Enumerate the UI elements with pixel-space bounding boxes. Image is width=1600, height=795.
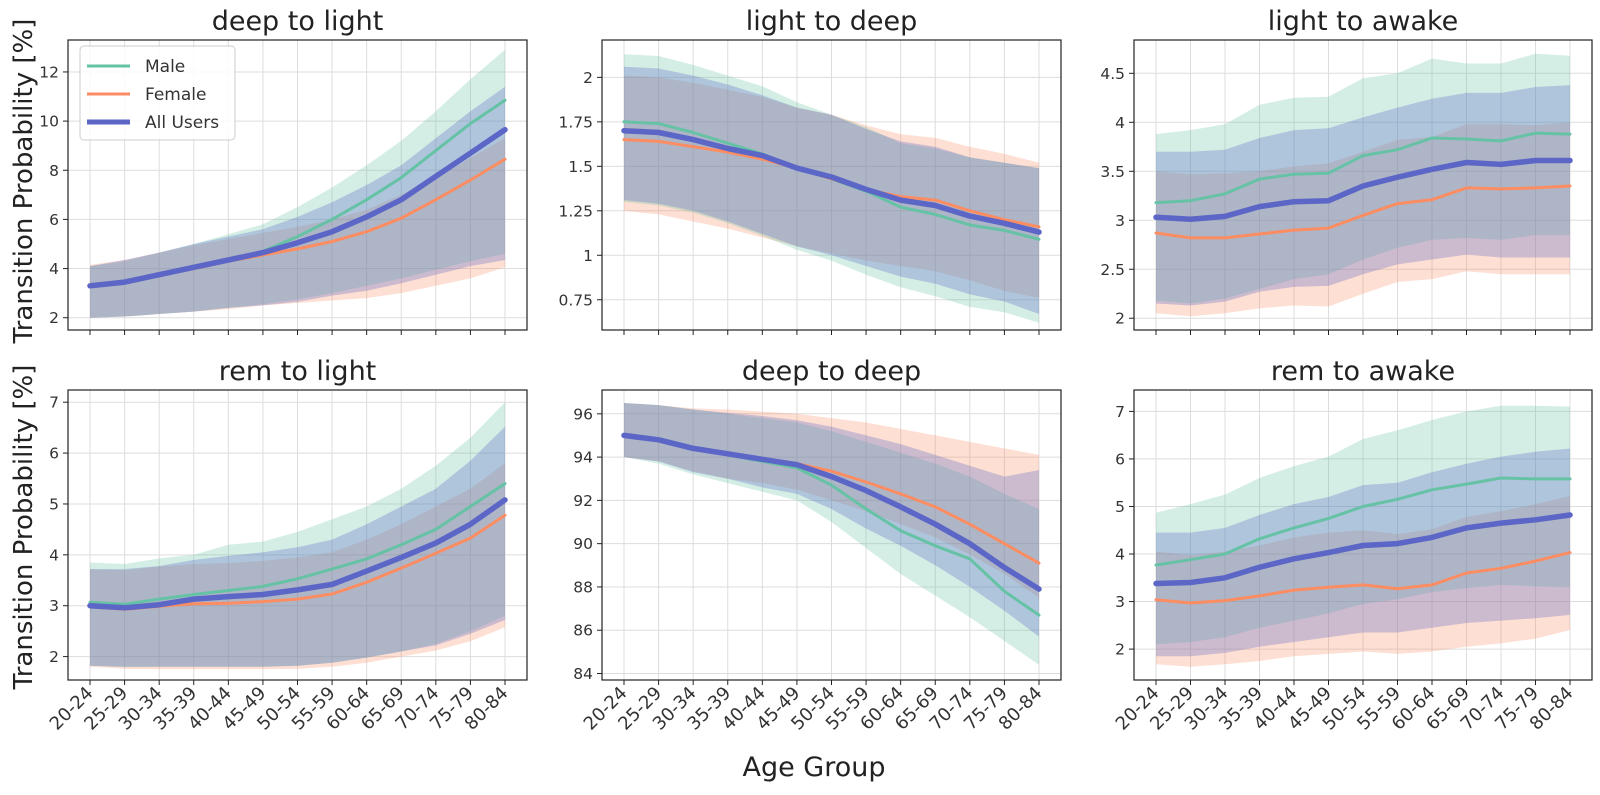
- band-female: [90, 138, 505, 318]
- series-line-all: [87, 497, 508, 611]
- y-tick-label: 4: [1115, 114, 1125, 132]
- y-axis-label-bottom: Transition Probability [%]: [9, 365, 39, 691]
- y-tick-label: 3.5: [1100, 163, 1125, 181]
- x-axis-label: Age Group: [742, 752, 885, 783]
- y-tick-label: 86: [573, 622, 593, 640]
- band-all: [624, 66, 1039, 314]
- y-tick-label: 1.75: [558, 113, 593, 131]
- y-tick-label: 7: [1115, 403, 1125, 421]
- y-tick-label: 92: [573, 492, 593, 510]
- band-male: [90, 49, 505, 318]
- y-tick-label: 6: [1115, 450, 1125, 468]
- panel-title: rem to awake: [1271, 356, 1455, 387]
- y-tick-label: 4: [49, 260, 59, 278]
- band-all: [1156, 448, 1570, 657]
- y-tick-label: 12: [39, 63, 59, 81]
- y-tick-label: 4: [1115, 546, 1125, 564]
- band-all: [90, 86, 505, 318]
- panel-title: light to awake: [1268, 6, 1459, 37]
- series-line-all: [1153, 512, 1573, 587]
- panel-deep-to-deep: 8486889092949620-2425-2930-3435-3940-444…: [573, 356, 1062, 735]
- y-tick-label: 6: [49, 445, 59, 463]
- band-female: [624, 75, 1039, 298]
- series-line-male: [88, 482, 507, 606]
- legend-box: [79, 45, 236, 141]
- y-tick-label: 2: [1115, 641, 1125, 659]
- y-tick-label: 96: [573, 405, 593, 423]
- y-tick-label: 3: [1115, 593, 1125, 611]
- series-line-all: [621, 127, 1042, 235]
- legend: Male Female All Users: [79, 45, 236, 141]
- panel-title: rem to light: [219, 356, 377, 387]
- series-line-all: [87, 126, 508, 289]
- band-male: [1156, 53, 1570, 304]
- series-line-male: [1154, 131, 1572, 205]
- y-tick-label: 0.75: [558, 291, 593, 309]
- panel-deep-to-light: 2 4 6 8 10 12 deep to light: [39, 6, 528, 335]
- y-tick-label: 3: [1115, 212, 1125, 230]
- y-tick-label: 6: [49, 211, 59, 229]
- y-tick-label: 4: [49, 546, 59, 564]
- grid: [602, 40, 1061, 330]
- panel-title: deep to deep: [742, 356, 921, 387]
- band-male: [624, 54, 1039, 323]
- y-tick-label: 84: [573, 665, 593, 683]
- legend-label-all-users: All Users: [145, 113, 219, 133]
- y-tick-label: 3: [49, 597, 59, 615]
- band-all: [90, 426, 505, 667]
- y-tick-label: 2.5: [1100, 261, 1125, 279]
- grid: [602, 390, 1061, 680]
- band-male: [1156, 405, 1570, 645]
- y-tick-label: 10: [39, 113, 59, 131]
- band-male: [624, 403, 1039, 665]
- panel-light-to-deep: 0.75 1 1.25 1.5 1.75 2 light to deep: [558, 6, 1062, 335]
- band-female: [90, 463, 505, 670]
- band-female: [1156, 122, 1570, 317]
- series-line-all: [1153, 157, 1573, 223]
- band-all: [624, 403, 1039, 637]
- series-line-female: [1154, 184, 1572, 240]
- y-tick-label: 88: [573, 578, 593, 596]
- y-tick-label: 7: [49, 394, 59, 412]
- y-tick-label: 1.5: [568, 158, 593, 176]
- y-tick-label: 5: [1115, 498, 1125, 516]
- y-tick-label: 2: [49, 648, 59, 666]
- panel-rem-to-light: 23456720-2425-2930-3435-3940-4445-4950-5…: [46, 356, 528, 735]
- panel-light-to-awake: 2 2.5 3 3.5 4 4.5 light to awake: [1100, 6, 1593, 335]
- y-tick-label: 5: [49, 495, 59, 513]
- panel-rem-to-awake: 23456720-2425-2930-3435-3940-4445-4950-5…: [1112, 356, 1593, 735]
- grid: [1134, 40, 1592, 330]
- y-tick-label: 1.25: [558, 202, 593, 220]
- panel-title: light to deep: [746, 6, 918, 37]
- y-tick-label: 8: [49, 162, 59, 180]
- y-tick-label: 4.5: [1100, 65, 1125, 83]
- y-tick-label: 94: [573, 449, 593, 467]
- panels: 2 4 6 8 10 12 deep to light 0.75 1 1.25 1.5 1.75 2 li…: [39, 6, 1593, 735]
- series-line-all: [621, 432, 1042, 592]
- legend-label-female: Female: [145, 85, 206, 105]
- y-axis-label-top: Transition Probability [%]: [9, 19, 39, 345]
- y-tick-label: 90: [573, 535, 593, 553]
- band-female: [1156, 496, 1570, 667]
- legend-label-male: Male: [145, 57, 185, 77]
- y-tick-label: 2: [49, 309, 59, 327]
- y-tick-label: 1: [583, 247, 593, 265]
- series-line-male: [1154, 476, 1572, 567]
- y-tick-label: 2: [1115, 310, 1125, 328]
- y-tick-label: 2: [583, 69, 593, 87]
- panel-title: deep to light: [212, 6, 384, 37]
- series-line-female: [1154, 551, 1572, 605]
